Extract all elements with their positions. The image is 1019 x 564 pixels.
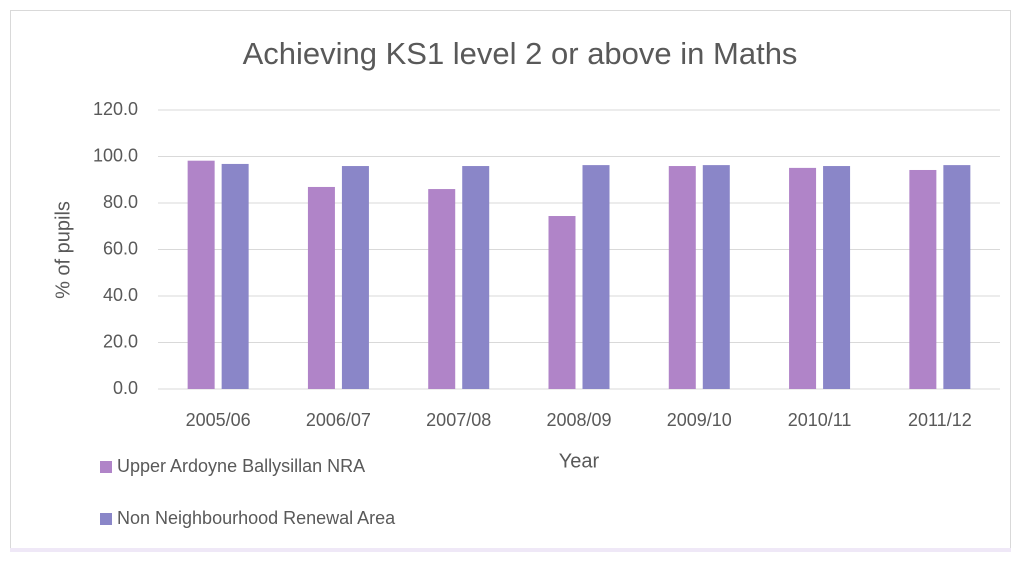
bar <box>582 165 610 389</box>
x-axis-label: Year <box>559 450 600 472</box>
y-tick-label: 100.0 <box>93 145 138 165</box>
y-tick-label: 80.0 <box>103 192 138 212</box>
bar <box>789 167 817 389</box>
bar <box>307 186 335 389</box>
x-tick-label: 2011/12 <box>908 410 972 430</box>
bar <box>462 166 490 389</box>
y-tick-label: 20.0 <box>103 331 138 351</box>
x-tick-label: 2008/09 <box>546 410 611 430</box>
y-tick-label: 120.0 <box>93 99 138 119</box>
y-axis-label: % of pupils <box>52 201 74 299</box>
y-tick-label: 40.0 <box>103 285 138 305</box>
legend-swatch <box>100 513 112 525</box>
bar <box>341 166 369 389</box>
bar <box>702 165 730 389</box>
chart-title: Achieving KS1 level 2 or above in Maths <box>243 36 798 71</box>
bottom-band <box>10 548 1011 552</box>
bar <box>943 165 971 389</box>
x-tick-label: 2006/07 <box>306 410 371 430</box>
bar <box>548 216 576 389</box>
bar <box>187 160 215 389</box>
bar <box>909 169 937 389</box>
legend-label: Upper Ardoyne Ballysillan NRA <box>117 456 365 476</box>
bar <box>221 163 249 389</box>
legend-swatch <box>100 461 112 473</box>
bar <box>428 189 456 389</box>
y-tick-label: 60.0 <box>103 238 138 258</box>
y-tick-label: 0.0 <box>113 378 138 398</box>
x-tick-label: 2009/10 <box>667 410 732 430</box>
x-tick-label: 2005/06 <box>186 410 251 430</box>
x-tick-label: 2007/08 <box>426 410 491 430</box>
bar <box>823 166 851 389</box>
legend-label: Non Neighbourhood Renewal Area <box>117 508 396 528</box>
x-tick-label: 2010/11 <box>788 410 852 430</box>
bar <box>668 166 696 389</box>
